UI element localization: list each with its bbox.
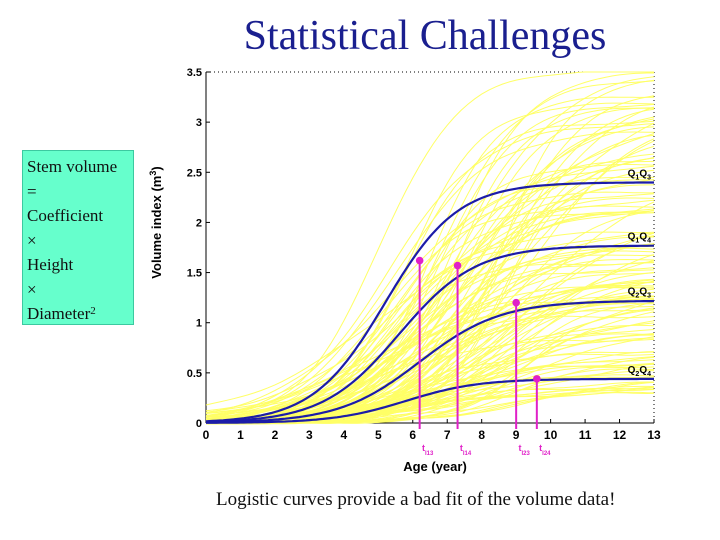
data-curve	[205, 131, 655, 418]
x-tick-label: 12	[613, 428, 627, 442]
y-axis-title: Volume index (m3)	[148, 166, 164, 278]
x-tick-label: 6	[409, 428, 416, 442]
data-curve	[206, 201, 655, 424]
x-tick-label: 0	[203, 428, 210, 442]
y-tick-label: 0.5	[187, 368, 202, 380]
x-tick-label: 3	[306, 428, 313, 442]
x-tick-label: 11	[579, 428, 592, 442]
inflection-label: tI13	[422, 443, 434, 457]
x-tick-label: 1	[237, 428, 244, 442]
series-label: Q2Q4	[628, 365, 651, 378]
y-tick-label: 1.5	[187, 268, 202, 280]
series-label: Q2Q3	[628, 287, 651, 300]
x-tick-label: 2	[272, 428, 279, 442]
formula-line: =	[27, 181, 37, 201]
inflection-label: tI14	[460, 443, 472, 457]
fit-curve-q1q4	[205, 244, 654, 423]
slide-title: Statistical Challenges	[243, 13, 607, 59]
data-curve	[205, 374, 655, 424]
formula-line: Stem volume	[27, 157, 118, 176]
y-tick-label: 1	[196, 318, 202, 330]
x-tick-label: 9	[513, 428, 520, 442]
formula-diameter: Diameter	[27, 304, 91, 323]
x-axis-title: Age (year)	[403, 459, 467, 474]
data-curve	[205, 71, 654, 420]
y-tick-label: 2	[196, 217, 202, 229]
formula-line: ×	[27, 279, 37, 299]
data-curve	[206, 80, 655, 422]
inflection-point	[512, 298, 520, 307]
inflection-point	[415, 256, 424, 265]
inflection-label: tI23	[518, 443, 530, 457]
x-tick-label: 10	[544, 428, 558, 442]
data-curve	[206, 254, 655, 425]
formula-line: ×	[27, 230, 37, 250]
formula-line: Coefficient	[27, 206, 104, 225]
x-tick-label: 8	[478, 428, 485, 442]
formula-box: Stem volume = Coefficient × Height × Dia…	[22, 150, 134, 325]
x-tick-label: 5	[375, 428, 382, 442]
data-curve	[205, 210, 655, 420]
data-curve	[205, 285, 654, 413]
formula-line: Height	[27, 255, 74, 274]
x-tick-label: 13	[647, 428, 661, 442]
y-tick-label: 3.5	[187, 67, 202, 79]
background-data-curves	[205, 71, 655, 425]
data-curve	[205, 295, 655, 414]
y-tick-label: 3	[196, 117, 202, 129]
data-curve	[205, 123, 655, 418]
data-curve	[205, 96, 655, 423]
y-tick-label: 0	[196, 418, 202, 430]
formula-exponent: 2	[90, 305, 96, 317]
data-curve	[206, 79, 655, 425]
slide-caption: Logistic curves provide a bad fit of the…	[216, 489, 616, 510]
x-tick-label: 7	[444, 428, 451, 442]
y-tick-label: 2.5	[187, 167, 202, 179]
fit-curve-q1q3	[205, 181, 654, 423]
series-label: Q1Q4	[628, 231, 651, 244]
fit-curve-q2q4	[206, 377, 654, 424]
inflection-point	[453, 261, 462, 270]
series-label: Q1Q3	[628, 168, 651, 181]
inflection-point	[533, 375, 541, 383]
x-tick-label: 4	[341, 428, 348, 442]
data-curve	[205, 262, 655, 424]
inflection-label: tI24	[539, 443, 551, 457]
formula-line: Diameter2	[27, 302, 129, 327]
fit-curve-q2q3	[205, 299, 655, 424]
data-curve	[205, 205, 655, 419]
data-curve	[205, 210, 655, 406]
